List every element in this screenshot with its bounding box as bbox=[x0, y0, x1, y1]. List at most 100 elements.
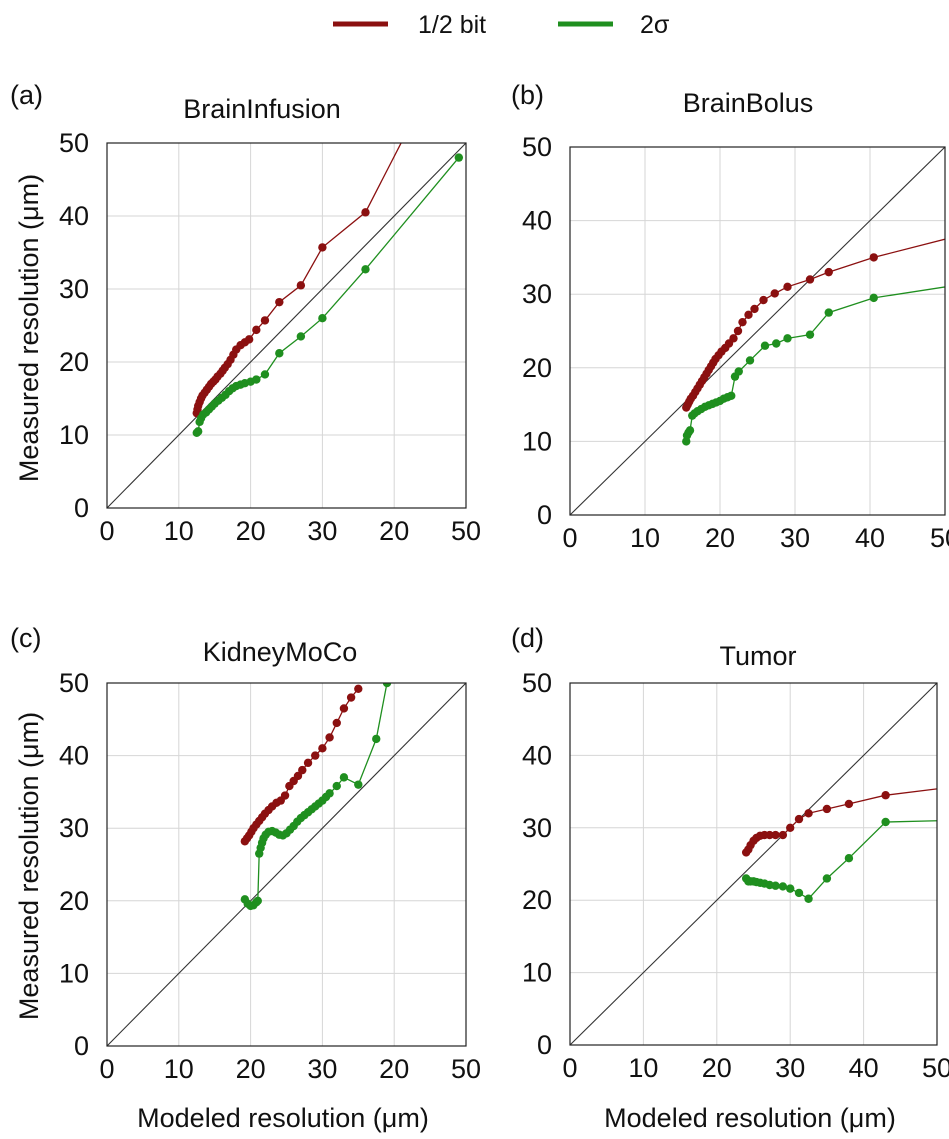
y-tick-label: 30 bbox=[59, 274, 89, 304]
identity-line bbox=[106, 682, 467, 1047]
panel-c: (c) KidneyMoCo 0 10 20 30 20 50 0 10 20 … bbox=[10, 623, 481, 1133]
data-point-2sigma bbox=[783, 334, 792, 343]
x-ticks: 0 10 20 30 20 50 bbox=[99, 516, 481, 546]
data-point-2sigma bbox=[252, 375, 261, 384]
data-point-2sigma bbox=[275, 349, 284, 358]
data-point-2sigma bbox=[778, 882, 788, 891]
y-ticks: 0 10 20 30 40 50 bbox=[59, 128, 89, 523]
y-tick-label: 30 bbox=[522, 813, 552, 843]
y-tick-label: 10 bbox=[59, 420, 89, 450]
data-point-half-bit bbox=[881, 791, 890, 800]
panel-a: (a) BrainInfusion 0 10 20 30 20 50 0 10 … bbox=[10, 80, 481, 546]
data-point-half-bit bbox=[293, 771, 303, 781]
y-tick-label: 10 bbox=[522, 958, 552, 988]
data-point-half-bit bbox=[729, 334, 738, 343]
x-tick-label: 20 bbox=[702, 1053, 732, 1083]
y-tick-label: 10 bbox=[59, 958, 89, 988]
x-ticks: 0 10 20 30 40 50 bbox=[562, 1053, 949, 1083]
panel-label: (a) bbox=[10, 80, 43, 110]
x-tick-label: 30 bbox=[307, 1054, 337, 1084]
x-tick-label: 30 bbox=[780, 523, 810, 553]
y-tick-label: 0 bbox=[74, 493, 89, 523]
data-point-half-bit bbox=[744, 310, 753, 320]
data-point-half-bit bbox=[404, 124, 412, 132]
x-tick-label: 10 bbox=[628, 1053, 658, 1083]
data-point-half-bit bbox=[296, 281, 306, 290]
data-point-2sigma bbox=[881, 817, 890, 827]
y-tick-label: 40 bbox=[522, 740, 552, 770]
data-point-half-bit bbox=[794, 814, 804, 824]
data-point-2sigma bbox=[822, 874, 832, 883]
plot-frame bbox=[106, 142, 467, 509]
panel-label: (d) bbox=[511, 623, 544, 653]
data-point-half-bit bbox=[940, 784, 948, 792]
panel-label: (b) bbox=[511, 80, 544, 110]
data-point-half-bit bbox=[318, 243, 327, 252]
data-point-2sigma bbox=[318, 314, 327, 323]
series-line-2sigma bbox=[196, 157, 460, 434]
data-point-half-bit bbox=[311, 751, 320, 760]
data-point-half-bit bbox=[771, 830, 780, 840]
data-point-half-bit bbox=[303, 758, 313, 768]
data-point-half-bit bbox=[244, 335, 254, 344]
data-point-half-bit bbox=[770, 289, 779, 298]
data-point-2sigma bbox=[332, 781, 341, 791]
data-point-2sigma bbox=[727, 391, 736, 400]
data-series bbox=[240, 683, 392, 911]
data-point-2sigma bbox=[325, 789, 334, 798]
data-point-2sigma bbox=[745, 356, 755, 365]
y-tick-label: 40 bbox=[59, 201, 89, 231]
y-ticks: 0 10 20 30 40 50 bbox=[522, 668, 552, 1060]
data-point-2sigma bbox=[844, 854, 854, 863]
y-tick-label: 20 bbox=[59, 347, 89, 377]
data-point-half-bit bbox=[354, 684, 363, 694]
x-tick-label: 50 bbox=[451, 516, 481, 546]
x-tick-label: 10 bbox=[164, 1054, 194, 1084]
x-tick-label: 0 bbox=[562, 1053, 577, 1083]
data-point-2sigma bbox=[253, 896, 262, 905]
legend-label-half-bit: 1/2 bit bbox=[418, 11, 486, 39]
x-axis-title: Modeled resolution (μm) bbox=[604, 1103, 896, 1133]
series-line-2sigma bbox=[244, 683, 388, 907]
y-tick-label: 30 bbox=[522, 279, 552, 309]
x-tick-label: 20 bbox=[236, 516, 266, 546]
x-axis-title: Modeled resolution (μm) bbox=[137, 1103, 429, 1133]
x-ticks: 0 10 20 30 20 50 bbox=[99, 1054, 481, 1084]
y-axis-title: Measured resolution (μm) bbox=[14, 174, 44, 482]
data-point-half-bit bbox=[778, 830, 788, 840]
data-point-half-bit bbox=[824, 267, 833, 277]
y-tick-label: 40 bbox=[522, 206, 552, 236]
x-tick-label: 40 bbox=[855, 523, 885, 553]
data-point-2sigma bbox=[354, 780, 363, 789]
data-point-half-bit bbox=[346, 693, 356, 702]
y-tick-label: 0 bbox=[537, 1030, 552, 1060]
data-point-2sigma bbox=[296, 332, 306, 341]
x-tick-label: 0 bbox=[99, 516, 114, 546]
data-point-half-bit bbox=[325, 733, 334, 742]
grid bbox=[107, 143, 466, 508]
grid bbox=[570, 683, 937, 1045]
data-point-2sigma bbox=[786, 884, 795, 893]
data-point-2sigma bbox=[382, 683, 392, 688]
y-tick-label: 10 bbox=[522, 426, 552, 456]
data-point-half-bit bbox=[750, 304, 759, 314]
panel-d: (d) Tumor 0 10 20 30 40 50 0 10 20 30 40… bbox=[511, 623, 949, 1133]
data-point-2sigma bbox=[372, 734, 381, 744]
series-line-half-bit bbox=[196, 143, 402, 414]
panel-title: Tumor bbox=[719, 641, 796, 671]
data-point-half-bit bbox=[822, 804, 832, 814]
x-tick-label: 20 bbox=[379, 1054, 409, 1084]
data-point-half-bit bbox=[805, 275, 815, 284]
y-axis-title: Measured resolution (μm) bbox=[14, 712, 44, 1020]
data-point-half-bit bbox=[786, 823, 795, 832]
plot-frame bbox=[569, 682, 938, 1046]
y-tick-label: 20 bbox=[59, 886, 89, 916]
y-tick-label: 40 bbox=[59, 741, 89, 771]
panel-b: (b) BrainBolus 0 10 20 30 40 50 0 10 20 … bbox=[511, 80, 949, 553]
x-tick-label: 10 bbox=[630, 523, 660, 553]
data-point-half-bit bbox=[738, 317, 747, 327]
y-tick-label: 50 bbox=[522, 668, 552, 698]
data-point-2sigma bbox=[734, 367, 743, 376]
x-tick-label: 40 bbox=[849, 1053, 879, 1083]
data-series bbox=[682, 238, 945, 446]
